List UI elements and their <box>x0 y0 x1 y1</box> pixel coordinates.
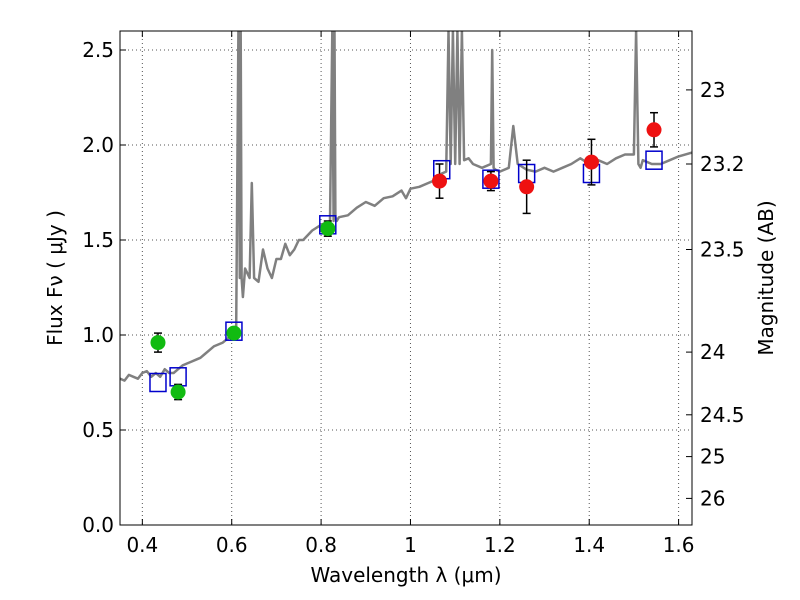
x-tick-label: 1.6 <box>663 533 695 557</box>
x-axis-title: Wavelength λ (μm) <box>310 563 501 587</box>
y-tick-label: 1.5 <box>82 228 114 252</box>
y-tick-label: 0.5 <box>82 418 114 442</box>
magnitude-tick-label: 25 <box>700 445 725 469</box>
nir-observed-point <box>646 122 662 138</box>
y2-axis-title: Magnitude (AB) <box>754 200 778 355</box>
x-tick-label: 0.4 <box>126 533 158 557</box>
x-tick-label: 0.8 <box>305 533 337 557</box>
magnitude-tick-label: 23.2 <box>700 152 745 176</box>
y-tick-label: 2.0 <box>82 133 114 157</box>
y-tick-label: 0.0 <box>82 513 114 537</box>
x-tick-label: 0.6 <box>216 533 248 557</box>
model-photometry-square <box>645 150 663 170</box>
plot-frame <box>119 30 693 526</box>
x-tick-label: 1.4 <box>573 533 605 557</box>
x-tick-label: 1.2 <box>484 533 516 557</box>
optical-observed-point <box>150 335 166 351</box>
optical-observed-point <box>320 221 336 237</box>
nir-observed-point <box>583 154 599 170</box>
y-tick-label: 1.0 <box>82 323 114 347</box>
optical-observed-point <box>170 384 186 400</box>
magnitude-tick-label: 23 <box>700 78 725 102</box>
magnitude-tick-label: 23.5 <box>700 238 745 262</box>
optical-observed-point <box>226 325 242 341</box>
nir-observed-point <box>432 173 448 189</box>
magnitude-tick-label: 26 <box>700 486 725 510</box>
plot-area <box>120 31 692 401</box>
model-photometry-square <box>149 372 167 393</box>
magnitude-tick-label: 24 <box>700 340 725 364</box>
nir-observed-point <box>519 179 535 195</box>
model-spectrum-line <box>120 31 692 382</box>
x-tick-label: 1 <box>404 533 417 557</box>
magnitude-tick-label: 24.5 <box>700 403 745 427</box>
nir-observed-point <box>483 173 499 189</box>
axes-ticks: 0.4 0.6 0.8 1 1.2 1.4 1.6 0.0 0.5 1.0 1.5 2.0 2.5 23 2… <box>82 31 745 557</box>
y-tick-label: 2.5 <box>82 38 114 62</box>
y-axis-title: Flux Fν ( μJy ) <box>43 210 67 346</box>
